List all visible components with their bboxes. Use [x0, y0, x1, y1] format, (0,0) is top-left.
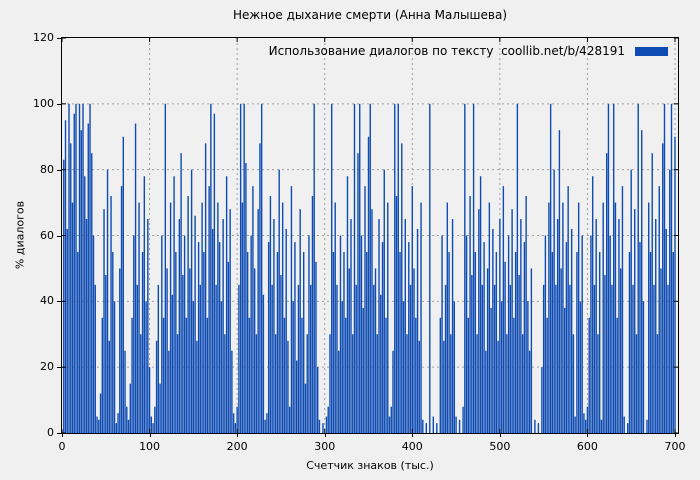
y-tick-label: 20: [40, 360, 54, 374]
x-tick-mark: [675, 433, 676, 437]
y-tick-label: 100: [33, 96, 54, 110]
y-tick-label: 40: [40, 294, 54, 308]
x-tick-label: 400: [401, 440, 423, 453]
y-tick-label: 0: [47, 426, 54, 439]
y-tick-mark: [57, 301, 61, 303]
x-tick-label: 300: [314, 440, 336, 453]
y-tick-mark: [57, 169, 61, 171]
x-tick-label: 600: [576, 440, 598, 453]
x-tick-mark: [237, 433, 239, 437]
y-tick-label: 60: [40, 228, 54, 242]
x-tick-mark: [499, 433, 501, 437]
x-tick-label: 200: [226, 440, 248, 453]
x-tick-mark: [149, 433, 151, 437]
inner-tick-marks: [62, 38, 678, 433]
x-tick-label: 500: [489, 440, 511, 453]
y-tick-label: 80: [40, 162, 54, 176]
y-tick-mark: [57, 38, 61, 39]
y-tick-mark: [57, 367, 61, 369]
x-tick-mark: [412, 433, 414, 437]
x-tick-label: 700: [664, 440, 686, 453]
legend-label: Использование диалогов по тексту coollib…: [268, 44, 625, 58]
x-tick-mark: [62, 433, 63, 437]
x-tick-mark: [324, 433, 326, 437]
x-tick-label: 100: [139, 440, 161, 453]
y-tick-mark: [57, 433, 61, 434]
y-tick-mark: [57, 103, 61, 105]
x-tick-label: 0: [58, 440, 66, 453]
plot-svg: [62, 38, 678, 433]
x-tick-mark: [587, 433, 589, 437]
legend: Использование диалогов по тексту coollib…: [269, 44, 668, 58]
chart-title: Нежное дыхание смерти (Анна Малышева): [233, 8, 507, 22]
legend-swatch: [635, 46, 668, 56]
impulse-bars: [63, 103, 676, 433]
plot-area: Использование диалогов по тексту coollib…: [61, 37, 679, 434]
x-axis-title: Счетчик знаков (тыс.): [306, 459, 434, 472]
y-tick-mark: [57, 235, 61, 237]
y-tick-label: 120: [33, 31, 54, 44]
